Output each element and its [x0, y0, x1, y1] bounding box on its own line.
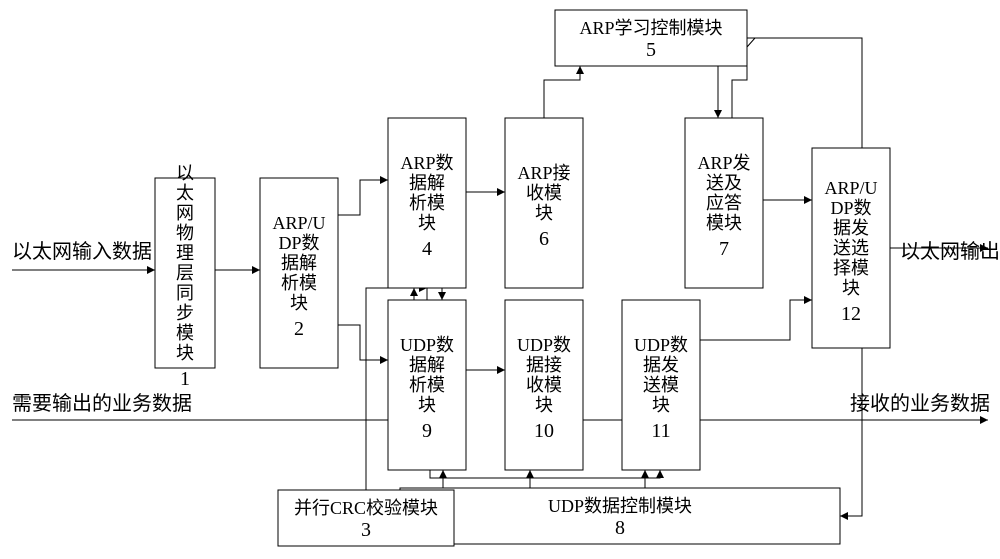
- node-n11-label: UDP数: [634, 335, 688, 355]
- node-n12-number: 12: [841, 303, 861, 325]
- node-n9-label: 据解: [409, 355, 445, 375]
- node-n12-label: 送选: [833, 238, 869, 258]
- node-n10-label: 块: [535, 395, 553, 415]
- node-n10-number: 10: [534, 420, 554, 442]
- node-n10-label: UDP数: [517, 335, 571, 355]
- node-n2-number: 2: [294, 318, 304, 340]
- node-n2-label: 析模: [281, 273, 317, 293]
- node-n2-label: 据解: [281, 253, 317, 273]
- node-n7-label: 模块: [706, 213, 742, 233]
- node-n1-label: 以: [176, 163, 194, 183]
- node-n1-label: 理: [176, 243, 194, 263]
- node-n1-label: 同: [176, 283, 194, 303]
- node-n6-label: ARP接: [517, 163, 570, 183]
- node-n1-label: 网: [176, 203, 194, 223]
- node-n11-label: 块: [652, 395, 670, 415]
- node-n1-label: 块: [176, 343, 194, 363]
- io-label-biz_in: 接收的业务数据: [850, 392, 990, 415]
- node-n6-label: 收模: [526, 183, 562, 203]
- node-n12-label: 择模: [833, 258, 869, 278]
- node-n4-number: 4: [422, 238, 432, 260]
- node-n7-number: 7: [719, 238, 729, 260]
- node-n3-number: 3: [361, 519, 371, 541]
- io-label-eth_in: 以太网输入数据: [12, 240, 152, 263]
- node-n4-label: 块: [418, 213, 436, 233]
- node-n6-label: 块: [535, 203, 553, 223]
- node-n9-label: 块: [418, 395, 436, 415]
- node-n5-label: ARP学习控制模块: [579, 18, 722, 38]
- edge-3: [338, 325, 388, 360]
- node-n12-label: ARP/U: [824, 178, 877, 198]
- node-n8-number: 8: [615, 517, 625, 539]
- node-n1-number: 1: [180, 368, 190, 390]
- node-n7-label: 应答: [706, 193, 742, 213]
- node-n1-label: 模: [176, 323, 194, 343]
- node-n2-label: ARP/U: [272, 213, 325, 233]
- flowchart: 以太网物理层同步模块1ARP/UDP数据解析模块2ARP数据解析模块4ARP接收…: [0, 0, 1000, 559]
- edge-10: [700, 300, 812, 340]
- node-n12-label: DP数: [830, 198, 871, 218]
- node-n3-label: 并行CRC校验模块: [294, 498, 438, 518]
- node-n7-label: 送及: [706, 173, 742, 193]
- node-n2-label: 块: [290, 293, 308, 313]
- node-n12-label: 据发: [833, 218, 869, 238]
- node-n2-label: DP数: [278, 233, 319, 253]
- node-n11-number: 11: [651, 420, 670, 442]
- node-n4-label: 据解: [409, 173, 445, 193]
- node-n10-label: 据接: [526, 355, 562, 375]
- node-n7-label: ARP发: [697, 153, 750, 173]
- node-n11-label: 据发: [643, 355, 679, 375]
- node-n10-label: 收模: [526, 375, 562, 395]
- node-n1-label: 层: [176, 263, 194, 283]
- edge-5: [544, 66, 580, 118]
- node-n1-label: 太: [176, 183, 194, 203]
- io-label-biz_out: 需要输出的业务数据: [12, 392, 192, 415]
- node-n9-label: 析模: [409, 375, 445, 395]
- node-n9-number: 9: [422, 420, 432, 442]
- node-n4-label: ARP数: [400, 153, 453, 173]
- node-n1-label: 步: [176, 303, 194, 323]
- io-label-eth_out: 以太网输出数据: [900, 240, 1000, 263]
- node-n6-number: 6: [539, 228, 549, 250]
- node-n12-label: 块: [842, 278, 860, 298]
- edge-2: [338, 180, 388, 215]
- node-n4-label: 析模: [409, 193, 445, 213]
- node-n1-label: 物: [176, 223, 194, 243]
- node-n11-label: 送模: [643, 375, 679, 395]
- node-n5-number: 5: [646, 39, 656, 61]
- node-n8-label: UDP数据控制模块: [548, 496, 692, 516]
- node-n9-label: UDP数: [400, 335, 454, 355]
